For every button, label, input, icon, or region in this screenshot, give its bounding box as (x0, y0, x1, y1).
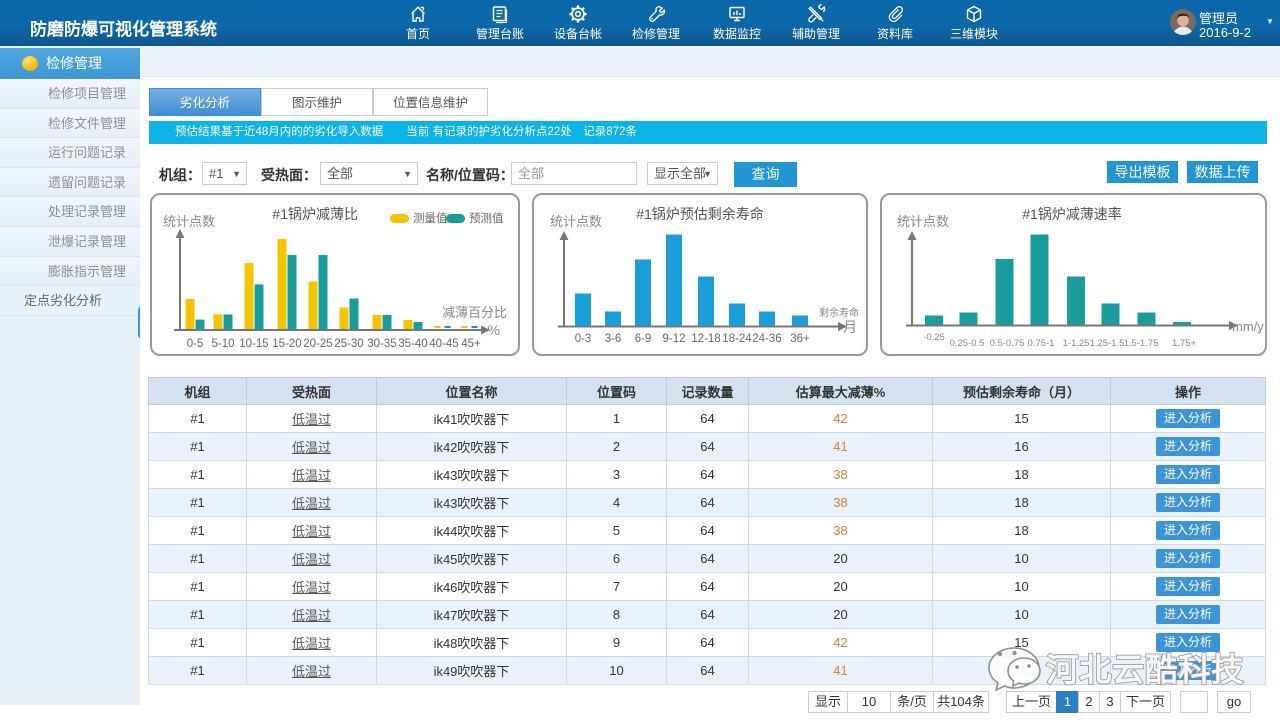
svg-text:5-10: 5-10 (211, 338, 234, 350)
svg-text:40-45: 40-45 (429, 338, 458, 350)
svg-text:12-18: 12-18 (691, 333, 720, 345)
svg-text:30-35: 30-35 (367, 338, 396, 350)
svg-text:9-12: 9-12 (662, 333, 685, 345)
svg-text:减薄百分比: 减薄百分比 (442, 305, 507, 320)
svg-text:mm/y: mm/y (1232, 319, 1264, 334)
svg-text:1.5-1.75: 1.5-1.75 (1124, 338, 1159, 349)
svg-text:统计点数: 统计点数 (163, 214, 215, 229)
svg-text:1.25-1.5: 1.25-1.5 (1090, 338, 1125, 349)
svg-text:1-1.25: 1-1.25 (1063, 338, 1090, 349)
svg-text:25-30: 25-30 (334, 338, 363, 350)
svg-text:45+: 45+ (461, 338, 481, 350)
svg-text:0.5-0.75: 0.5-0.75 (990, 338, 1025, 349)
svg-text:15-20: 15-20 (272, 338, 301, 350)
svg-text:36+: 36+ (790, 333, 810, 345)
svg-text:%: % (488, 322, 500, 338)
svg-text:10-15: 10-15 (239, 338, 268, 350)
svg-text:#1锅炉减薄速率: #1锅炉减薄速率 (1022, 206, 1122, 222)
svg-text:1.75+: 1.75+ (1172, 338, 1196, 349)
svg-text:#1锅炉减薄比: #1锅炉减薄比 (272, 206, 358, 222)
svg-text:预测值: 预测值 (469, 212, 504, 225)
svg-text:24-36: 24-36 (752, 333, 781, 345)
svg-text:河北云酷科技: 河北云酷科技 (1046, 652, 1244, 688)
svg-text:剩余寿命: 剩余寿命 (819, 306, 859, 319)
svg-text:0.25-0.5: 0.25-0.5 (950, 338, 985, 349)
svg-text:18-24: 18-24 (722, 333, 752, 345)
svg-text:0-3: 0-3 (575, 333, 592, 345)
svg-text:统计点数: 统计点数 (550, 214, 602, 229)
svg-text:#1锅炉预估剩余寿命: #1锅炉预估剩余寿命 (636, 206, 764, 222)
svg-text:月: 月 (843, 319, 857, 335)
svg-text:-0.25: -0.25 (923, 332, 945, 343)
svg-text:20-25: 20-25 (303, 338, 332, 350)
svg-text:统计点数: 统计点数 (897, 214, 949, 229)
svg-text:0.75-1: 0.75-1 (1028, 338, 1055, 349)
svg-text:35-40: 35-40 (398, 338, 427, 350)
svg-text:0-5: 0-5 (187, 338, 204, 350)
svg-text:测量值: 测量值 (413, 212, 448, 225)
svg-text:6-9: 6-9 (635, 333, 652, 345)
svg-text:3-6: 3-6 (605, 333, 622, 345)
